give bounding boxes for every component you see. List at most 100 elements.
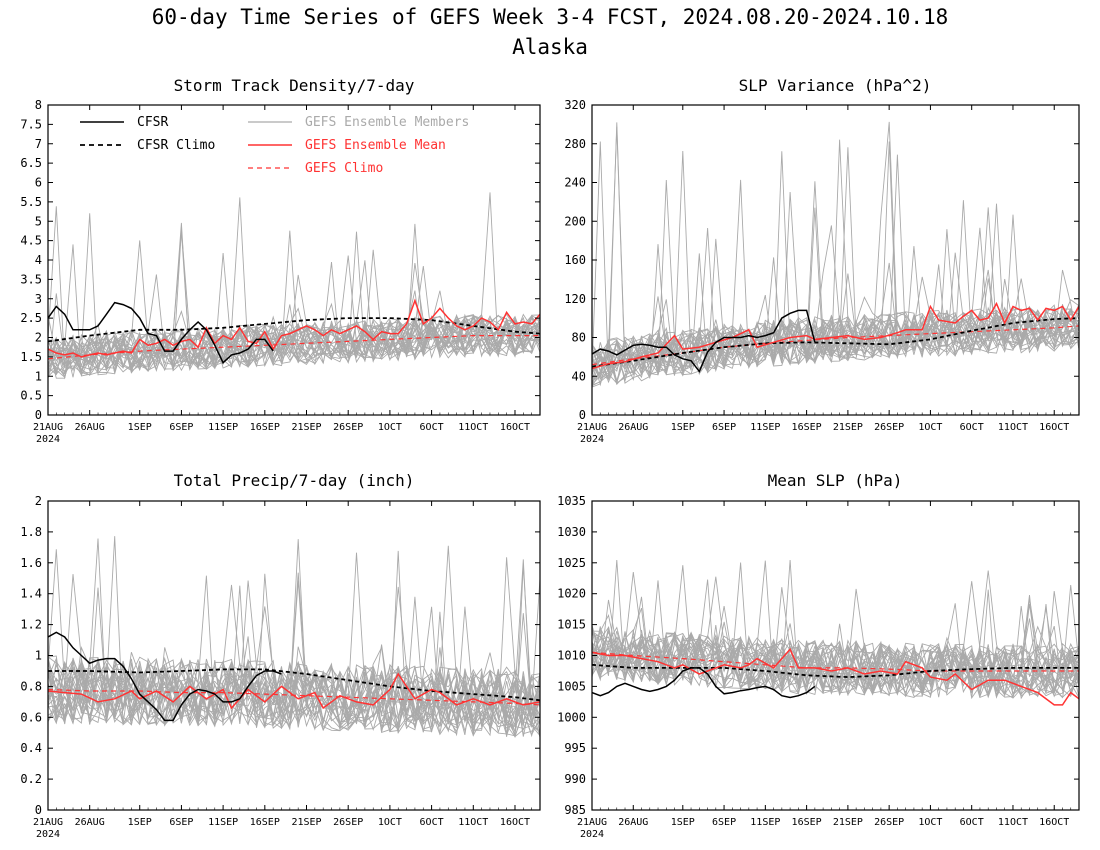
y-tick-label: 6 (35, 176, 42, 190)
ensemble-member-line (592, 154, 1079, 383)
figure-title: 60-day Time Series of GEFS Week 3-4 FCST… (151, 5, 949, 29)
x-tick-label: 1OCT (378, 422, 402, 433)
ensemble-member-line (48, 636, 540, 738)
x-tick-label: 21AUG (33, 422, 63, 433)
x-tick-label: 1OCT (918, 422, 942, 433)
x-tick-label: 6OCT (420, 817, 444, 828)
cfsr-line (592, 309, 816, 373)
x-tick-label: 6SEP (712, 422, 736, 433)
ensemble-member-line (592, 304, 1079, 387)
y-tick-label: 2 (35, 331, 42, 345)
y-tick-label: 1030 (557, 525, 586, 539)
gefs-ensemble-mean-line (48, 298, 540, 358)
y-tick-label: 240 (564, 176, 586, 190)
x-tick-label: 26AUG (618, 817, 648, 828)
x-tick-label: 11SEP (208, 422, 238, 433)
x-tick-label: 1SEP (671, 422, 695, 433)
x-tick-label: 6OCT (420, 422, 444, 433)
y-tick-label: 7.5 (20, 117, 42, 131)
x-tick-label: 6OCT (960, 422, 984, 433)
cfsr-climo-line (48, 317, 540, 343)
ensemble-member-line (592, 580, 1079, 696)
y-tick-label: 0.6 (20, 710, 42, 724)
y-tick-label: 6.5 (20, 156, 42, 170)
x-tick-label: 26SEP (333, 422, 363, 433)
x-tick-label: 11SEP (750, 422, 780, 433)
cfsr-climo-line (592, 663, 1079, 679)
x-tick-label: 16OCT (500, 422, 530, 433)
x-tick-label: 26AUG (75, 422, 105, 433)
legend-cfsr-climo-label: CFSR Climo (137, 138, 215, 153)
panel-2: SLP Variance (hPa^2) 0 40 80 120 160 200 240 280… (564, 76, 1080, 445)
y-tick-label: 160 (564, 253, 586, 267)
cfsr-climo-line (48, 668, 540, 702)
ensemble-member-line (592, 629, 1079, 699)
y-tick-label: 1 (35, 369, 42, 383)
x-tick-label: 21AUG (577, 817, 607, 828)
x-tick-label: 21AUG (577, 422, 607, 433)
gefs-ensemble-mean-line (592, 301, 1079, 370)
x-tick-label: 16SEP (792, 422, 822, 433)
ensemble-member-line (592, 633, 1079, 697)
y-tick-label: 0 (35, 803, 42, 817)
ensemble-member-line (48, 261, 540, 372)
ensemble-member-line (592, 246, 1079, 384)
x-tick-label: 16SEP (250, 817, 280, 828)
plot-frame (47, 500, 541, 811)
x-tick-label: 21AUG (33, 817, 63, 828)
x-tick-label: 1SEP (671, 817, 695, 828)
ensemble-member-line (48, 659, 540, 736)
x-tick-label: 1SEP (128, 817, 152, 828)
panel-title: Storm Track Density/7-day (174, 76, 415, 95)
panel-4: Mean SLP (hPa) 985 990 995 1000 1005 1010 1015 1… (557, 471, 1080, 840)
ensemble-member-line (48, 222, 540, 377)
y-tick-label: 0.5 (20, 389, 42, 403)
x-tick-label: 26AUG (618, 422, 648, 433)
x-tick-label: 6SEP (169, 422, 193, 433)
y-tick-label: 1005 (557, 679, 586, 693)
y-tick-label: 1.2 (20, 618, 42, 632)
plot-area (592, 559, 1079, 706)
y-tick-label: 1.5 (20, 350, 42, 364)
y-tick-label: 990 (564, 772, 586, 786)
ensemble-member-line (592, 599, 1079, 699)
y-tick-label: 985 (564, 803, 586, 817)
y-tick-label: 320 (564, 98, 586, 112)
y-tick-label: 4 (35, 253, 42, 267)
y-tick-label: 7 (35, 137, 42, 151)
x-tick-label: 21SEP (833, 422, 863, 433)
legend-members-label: GEFS Ensemble Members (305, 115, 469, 130)
panel-title: Total Precip/7-day (inch) (174, 471, 415, 490)
legend-mean-label: GEFS Ensemble Mean (305, 138, 446, 153)
plot-area (592, 121, 1079, 388)
y-tick-label: 2 (35, 494, 42, 508)
legend: CFSR CFSR Climo GEFS Ensemble Members GEFS … (80, 115, 469, 176)
y-tick-label: 80 (572, 331, 586, 345)
ensemble-member-line (592, 278, 1079, 383)
y-tick-label: 5 (35, 214, 42, 228)
y-tick-label: 0 (579, 408, 586, 422)
y-tick-label: 1015 (557, 618, 586, 632)
panel-title: SLP Variance (hPa^2) (739, 76, 932, 95)
y-tick-label: 1.6 (20, 556, 42, 570)
ensemble-member-line (592, 584, 1079, 696)
ensemble-member-line (592, 633, 1079, 697)
y-tick-label: 200 (564, 214, 586, 228)
x-tick-label: 11SEP (208, 817, 238, 828)
y-tick-label: 280 (564, 137, 586, 151)
x-tick-label: 16OCT (500, 817, 530, 828)
ensemble-member-line (592, 559, 1079, 692)
x-tick-label: 6OCT (960, 817, 984, 828)
x-tick-label: 26SEP (874, 422, 904, 433)
plot-frame (47, 104, 541, 416)
ensemble-member-line (48, 252, 540, 370)
x-tick-label: 21SEP (833, 817, 863, 828)
x-tick-label: 11OCT (998, 817, 1028, 828)
y-tick-label: 2.5 (20, 311, 42, 325)
y-tick-label: 0.4 (20, 741, 42, 755)
x-tick-label: 11OCT (998, 422, 1028, 433)
x-tick-label: 11SEP (750, 817, 780, 828)
y-tick-label: 1025 (557, 556, 586, 570)
y-tick-label: 0 (35, 408, 42, 422)
x-tick-label: 21SEP (291, 817, 321, 828)
